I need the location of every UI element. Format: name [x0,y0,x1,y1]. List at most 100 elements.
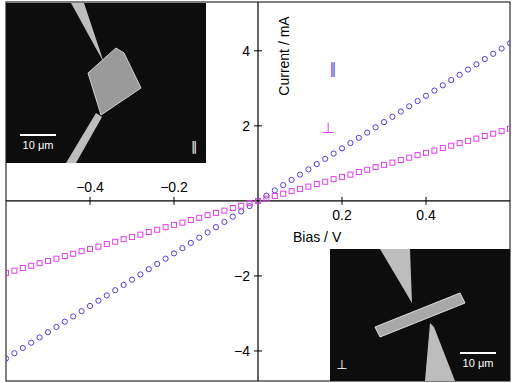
data-point [29,340,34,345]
data-point [356,169,361,174]
data-point [440,145,445,150]
data-point [264,193,269,198]
x-axis-title: Bias / V [293,229,342,245]
data-point [432,148,437,153]
data-point [155,261,160,266]
data-point [197,215,202,220]
series-label: ∥ [329,60,337,78]
data-point [129,277,134,282]
data-point [197,235,202,240]
data-point [37,261,42,266]
data-point [264,196,269,201]
data-point [230,206,235,211]
data-point [45,330,50,335]
data-point [255,198,260,203]
scale-bar [20,134,56,136]
data-point [499,46,504,51]
inset: 10 μm⊥ [330,249,510,381]
data-point [373,165,378,170]
data-point [121,237,126,242]
data-point [247,201,252,206]
data-point [474,62,479,67]
data-point [289,177,294,182]
y-tick [254,50,262,51]
inset-image [6,3,206,163]
data-point [407,104,412,109]
crystal [88,48,141,115]
y-axis-title: Current / mA [276,16,292,96]
data-point [373,125,378,130]
scale-bar-label: 10 μm [463,357,494,369]
y-tick-label: −4 [234,343,250,359]
data-point [213,225,218,230]
data-point [323,156,328,161]
data-point [457,141,462,146]
probe [71,3,104,63]
data-point [188,218,193,223]
data-point [12,351,17,356]
data-point [71,251,76,256]
data-point [440,83,445,88]
data-point [432,88,437,93]
data-point [222,208,227,213]
plot-frame [6,2,510,381]
x-tick-label: 0.2 [332,207,352,223]
data-point [466,138,471,143]
data-point [113,288,118,293]
data-point [239,209,244,214]
data-point [365,130,370,135]
data-point [130,234,135,239]
data-point [54,256,59,261]
data-point [138,272,143,277]
y-tick-label: −2 [234,268,250,284]
data-point [339,146,344,151]
data-point [407,155,412,160]
data-point [180,220,185,225]
data-point [222,219,227,224]
data-point [415,153,420,158]
data-point [163,256,168,261]
data-point [171,251,176,256]
data-point [96,298,101,303]
data-point [507,41,510,46]
data-point [289,189,294,194]
data-point [272,194,277,199]
y-axis [257,2,258,381]
data-point [281,191,286,196]
data-point [96,244,101,249]
data-point [298,186,303,191]
scale-bar-label: 10 μm [23,139,54,151]
data-point [323,179,328,184]
data-point [306,167,311,172]
data-point [356,135,361,140]
data-point [331,151,336,156]
data-point [381,119,386,124]
data-point [390,160,395,165]
data-point [54,324,59,329]
data-point [457,72,462,77]
data-point [104,242,109,247]
data-point [508,126,511,131]
data-point [205,213,210,218]
data-point [306,184,311,189]
data-point [499,129,504,134]
inset: 10 μm∥ [6,3,206,163]
y-tick-label: 4 [242,43,250,59]
data-point [163,225,168,230]
data-point [256,198,261,203]
data-point [491,51,496,56]
data-point [314,181,319,186]
data-point [88,246,93,251]
data-point [71,314,76,319]
data-point [121,282,126,287]
x-tick [342,197,343,205]
data-point [482,133,487,138]
y-tick [254,275,262,276]
x-tick-label: −0.2 [160,179,188,195]
data-point [247,204,252,209]
data-point [205,230,210,235]
data-point [20,266,25,271]
data-point [449,77,454,82]
data-point [297,172,302,177]
data-point [281,183,286,188]
